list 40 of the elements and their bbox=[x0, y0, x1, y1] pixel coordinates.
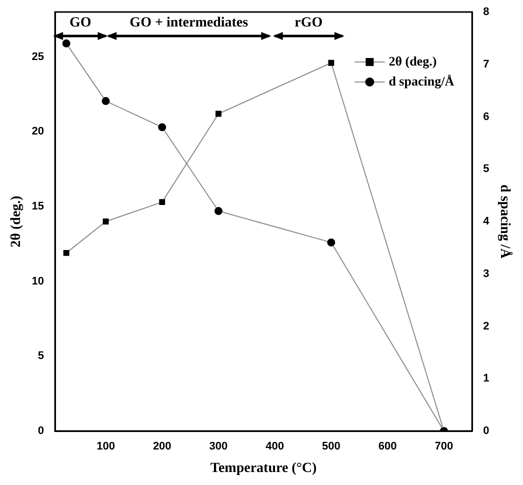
point bbox=[327, 238, 336, 246]
y2-tick-label: 8 bbox=[483, 6, 490, 18]
y2-tick-label: 7 bbox=[483, 58, 490, 70]
y2-tick-label: 0 bbox=[483, 425, 490, 438]
x-tick-label: 600 bbox=[378, 440, 397, 453]
y2-tick-label: 5 bbox=[483, 163, 490, 176]
annotation: rGO bbox=[294, 16, 323, 31]
y2-tick-label: 2 bbox=[483, 320, 490, 332]
y2-tick-label: 6 bbox=[483, 110, 490, 123]
annotation: GO bbox=[70, 16, 92, 31]
x-tick-label: 200 bbox=[152, 440, 172, 453]
x-tick-label: 500 bbox=[322, 440, 340, 453]
point bbox=[159, 199, 166, 206]
x-tick-label: 700 bbox=[434, 440, 454, 453]
y-tick-label: 0 bbox=[38, 425, 44, 438]
x-tick-label: 400 bbox=[266, 440, 284, 453]
point bbox=[102, 97, 110, 106]
point bbox=[214, 207, 222, 216]
y-tick-label: 5 bbox=[38, 350, 44, 362]
y2-tick-label: 1 bbox=[483, 372, 490, 385]
point bbox=[63, 250, 70, 256]
legend-label: 2θ (deg.) bbox=[388, 53, 437, 68]
y-tick-label: 10 bbox=[32, 275, 44, 288]
legend-label: d spacing/Å bbox=[388, 73, 455, 88]
y-tick-label: 15 bbox=[32, 200, 44, 213]
x-tick-label: 100 bbox=[96, 440, 115, 453]
x-axis-title: Temperature (°C) bbox=[210, 461, 318, 476]
y-axis-title: 2θ (deg.) bbox=[9, 195, 24, 248]
point bbox=[328, 60, 334, 66]
y2-tick-label: 3 bbox=[483, 268, 490, 280]
y2-axis-title: d spacing /Å bbox=[496, 184, 513, 260]
point bbox=[62, 39, 70, 48]
y-tick-label: 25 bbox=[32, 50, 44, 63]
point bbox=[216, 110, 222, 117]
y2-tick-label: 4 bbox=[483, 216, 490, 228]
annotation: GO + intermediates bbox=[130, 16, 249, 31]
y-tick-label: 20 bbox=[32, 126, 44, 138]
point bbox=[158, 123, 166, 132]
point bbox=[102, 218, 109, 224]
x-tick-label: 300 bbox=[209, 440, 228, 453]
